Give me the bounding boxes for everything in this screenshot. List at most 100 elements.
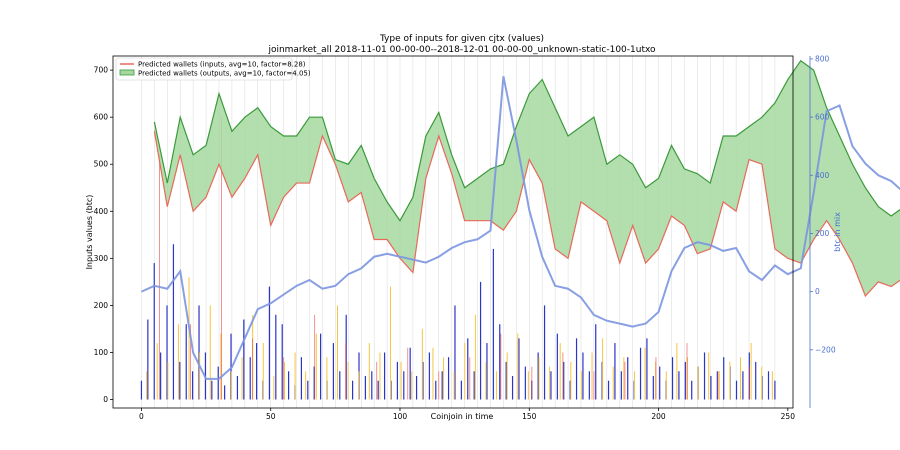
bar-blue [147, 319, 149, 400]
y2-tick-label: 600 [815, 113, 830, 122]
bar-blue [300, 357, 303, 400]
x-tick-label: 100 [393, 412, 408, 421]
bar-blue [243, 319, 245, 400]
bar-blue [620, 371, 622, 400]
y-tick-label: 100 [94, 348, 109, 357]
bar-blue [339, 371, 341, 400]
bar-yellow [283, 361, 285, 400]
bar-blue [646, 338, 648, 400]
bar-yellow [474, 314, 476, 400]
bar-blue [723, 357, 725, 400]
bar-blue [230, 333, 232, 400]
bar-blue [537, 352, 539, 400]
bar-yellow [156, 343, 158, 400]
bar-red [531, 366, 533, 400]
bar-blue [140, 380, 143, 400]
bar-blue [153, 263, 155, 400]
bar-red [438, 371, 440, 400]
bar-yellow [644, 347, 646, 400]
bar-blue [569, 380, 571, 400]
bar-yellow [294, 352, 296, 400]
bar-blue [313, 366, 315, 400]
bar-blue [371, 371, 373, 400]
bar-blue [198, 305, 200, 400]
y2-tick-label: 400 [815, 171, 830, 180]
y-tick-label: 500 [94, 160, 109, 169]
bar-blue [320, 333, 322, 400]
bar-blue [767, 371, 770, 400]
bar-yellow [623, 357, 625, 400]
bar-yellow [453, 371, 455, 400]
x-tick-label: 150 [522, 412, 537, 421]
bar-blue [614, 343, 616, 400]
bar-blue [415, 376, 418, 400]
y2-tick-label: 800 [815, 54, 830, 63]
x-axis-label: Coinjoin in time [431, 412, 494, 421]
bar-yellow [368, 343, 370, 400]
bar-yellow [167, 361, 169, 400]
series-inputs-line [153, 131, 900, 298]
y-tick-label: 400 [94, 207, 109, 216]
bar-yellow [230, 371, 232, 400]
y-axis-right: −200 0 200 400 600 800 [809, 54, 836, 408]
bar-red [159, 154, 160, 400]
bar-layer [140, 117, 776, 400]
bar-blue [179, 361, 181, 400]
bar-blue [185, 324, 187, 400]
bar-blue [288, 371, 290, 400]
bar-red [376, 361, 378, 400]
bar-yellow [421, 328, 423, 400]
bar-yellow [400, 361, 402, 400]
bar-yellow [411, 371, 413, 400]
bar-blue [703, 352, 706, 400]
bar-yellow [676, 343, 678, 400]
bar-red [562, 352, 564, 400]
bar-red [717, 371, 719, 400]
bar-yellow [443, 357, 445, 400]
bar-blue [479, 281, 482, 400]
bar-blue [774, 380, 776, 400]
bar-red [252, 338, 254, 400]
bar-blue [454, 305, 456, 400]
bar-yellow [273, 376, 275, 400]
y-tick-label: 300 [94, 254, 109, 263]
line-layer [141, 59, 900, 380]
bar-blue [332, 343, 334, 400]
bar-yellow [485, 361, 487, 400]
bar-blue [735, 380, 738, 400]
legend-label-inputs: Predicted wallets (inputs, avg=10, facto… [138, 61, 306, 69]
bar-blue [582, 352, 584, 400]
bar-blue [742, 371, 744, 400]
x-tick-label: 0 [139, 412, 144, 421]
bar-blue [281, 324, 283, 400]
bar-blue [345, 314, 347, 400]
fill-between-polygon [154, 60, 900, 296]
bar-blue [473, 371, 475, 400]
y-tick-label: 600 [94, 113, 109, 122]
y-tick-label: 200 [94, 301, 109, 310]
bar-blue [595, 324, 597, 400]
bar-blue [716, 371, 718, 400]
bar-yellow [432, 347, 434, 400]
bar-yellow [686, 357, 688, 400]
bar-blue [377, 380, 379, 400]
bar-blue [396, 361, 398, 400]
bar-yellow [506, 352, 508, 400]
bar-yellow [315, 333, 317, 400]
bar-red [469, 357, 471, 400]
bar-blue [691, 380, 693, 400]
bar-blue [684, 361, 686, 400]
bar-yellow [570, 361, 572, 400]
y-axis-left: 0 100 200 300 400 500 600 700 [94, 66, 113, 404]
bar-yellow [337, 305, 339, 400]
bar-blue [467, 338, 469, 400]
bar-blue [422, 361, 424, 400]
bar-yellow [665, 371, 667, 400]
bar-yellow [761, 366, 763, 400]
bar-red [593, 371, 595, 400]
bar-yellow [697, 366, 699, 400]
bar-blue [249, 357, 251, 400]
bar-yellow [305, 371, 307, 400]
series-outputs-line [153, 59, 900, 222]
bar-red [624, 361, 626, 400]
